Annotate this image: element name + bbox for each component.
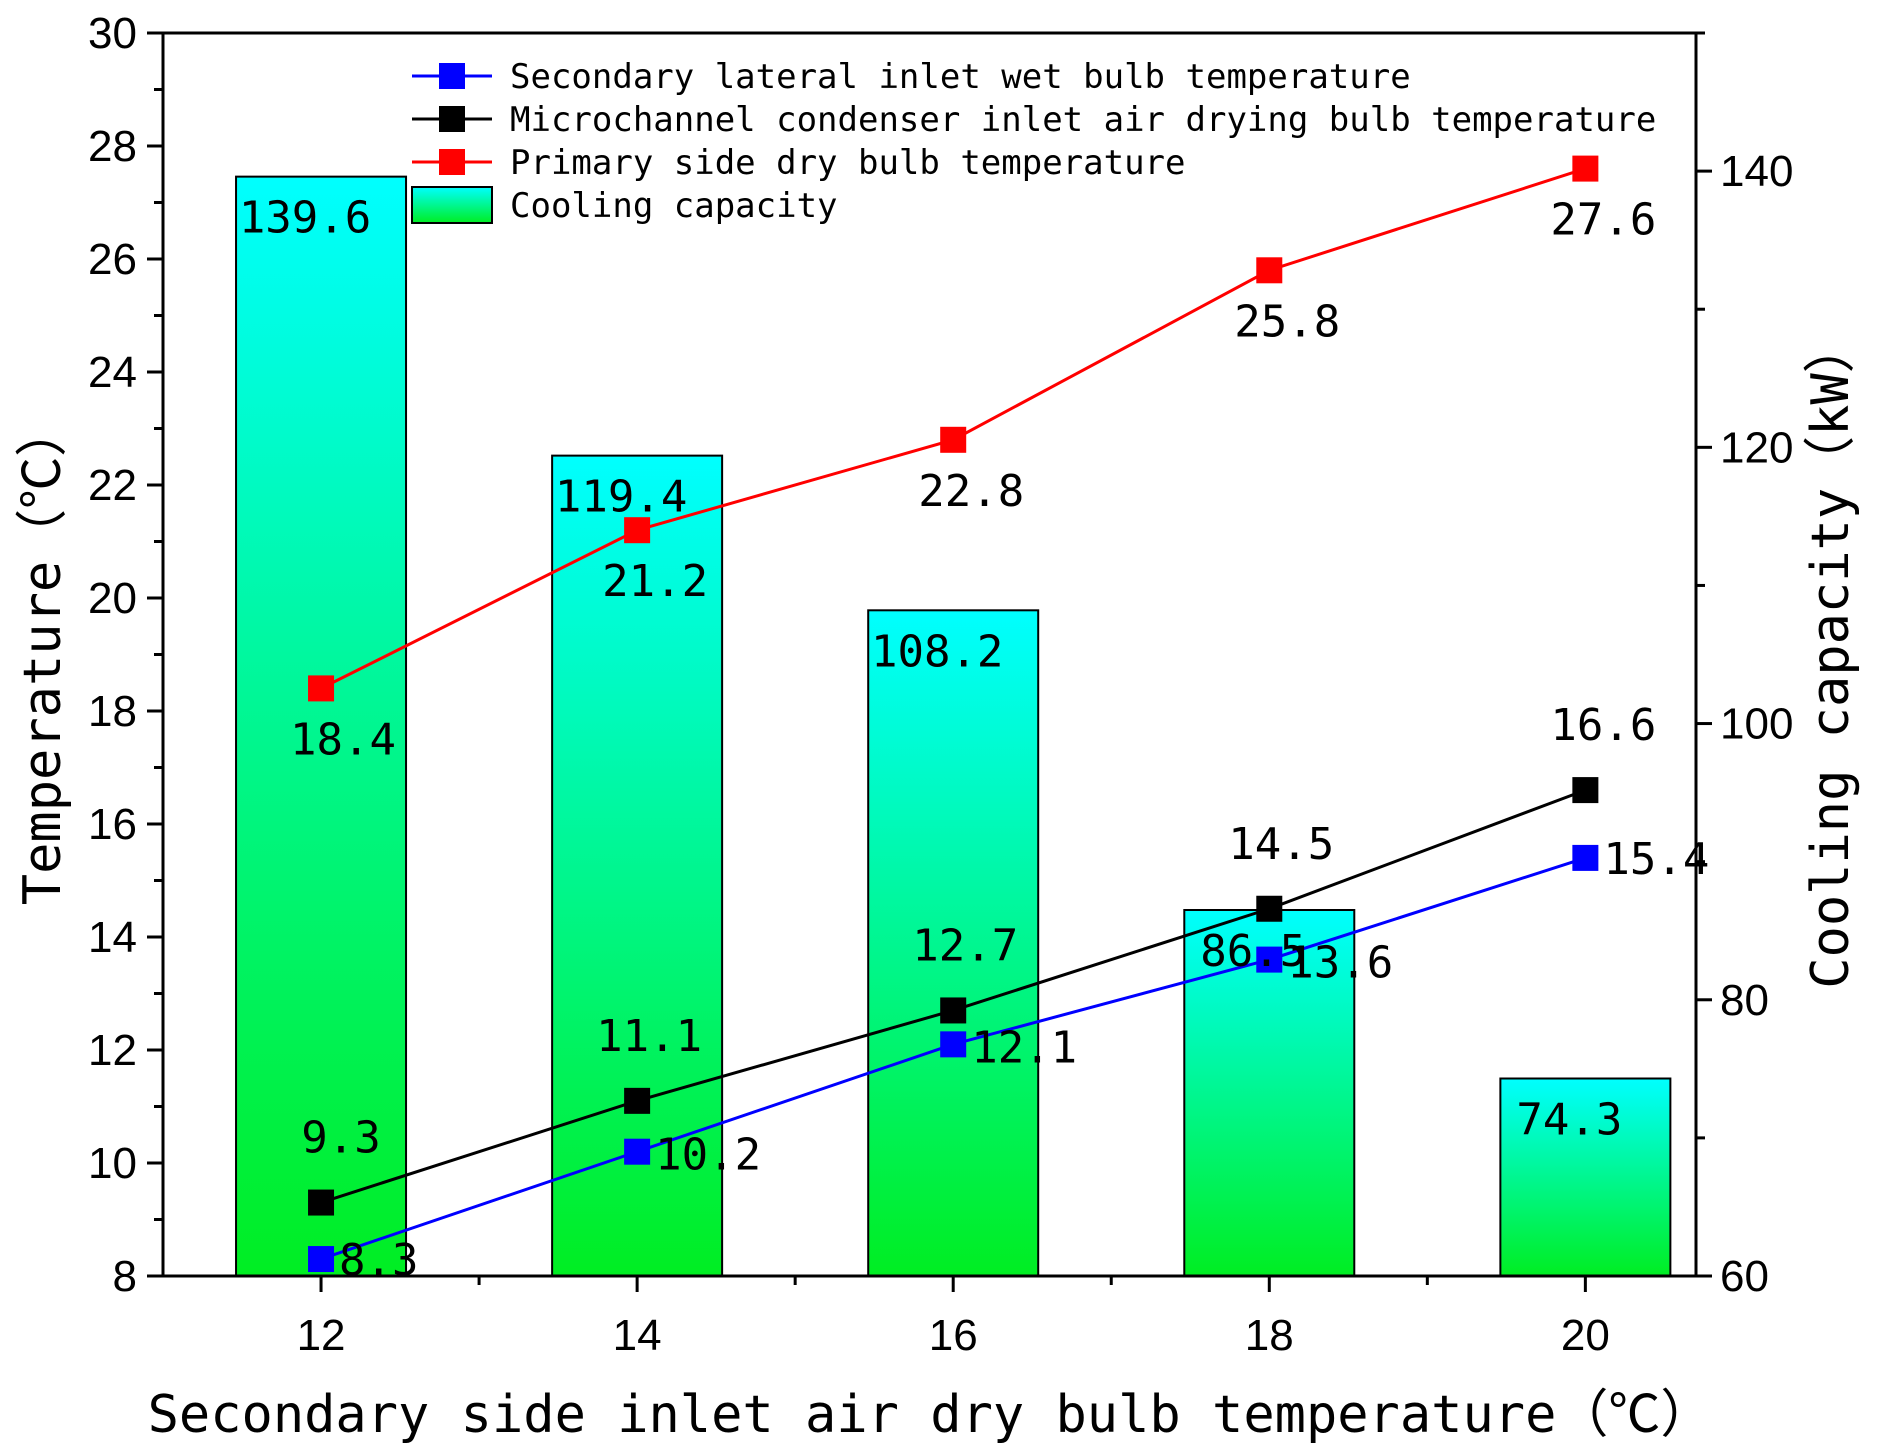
series-1-label-18: 14.5: [1228, 819, 1334, 870]
bar-16: [867, 609, 1040, 1277]
y-left-tick-label-30: 30: [88, 9, 137, 58]
series-1-point-12: [308, 1189, 335, 1216]
lines-layer: [308, 155, 1599, 1273]
series-0-label-20: 15.4: [1603, 834, 1709, 885]
legend-label-0: Secondary lateral inlet wet bulb tempera…: [510, 57, 1411, 97]
series-2-point-12: [308, 675, 335, 702]
legend-marker-2: [439, 149, 465, 175]
series-1-label-16: 12.7: [912, 920, 1018, 971]
y-left-tick-label-22: 22: [88, 461, 137, 510]
axes-layer: 8 10 12 14 16 18 20 22 24 26 28 30 60 80 100 120 140 12 14…: [88, 9, 1793, 1360]
series-2-point-20: [1572, 155, 1599, 182]
y-left-tick-label-12: 12: [88, 1026, 137, 1075]
y-left-tick-label-16: 16: [88, 800, 137, 849]
series-0-point-12: [308, 1246, 335, 1273]
y-right-tick-label-120: 120: [1720, 423, 1793, 472]
y-left-tick-label-20: 20: [88, 574, 137, 623]
y-left-tick-label-24: 24: [88, 348, 137, 397]
y-left-tick-label-18: 18: [88, 687, 137, 736]
series-0-label-18: 13.6: [1287, 938, 1393, 989]
series-1-label-14: 11.1: [596, 1011, 702, 1062]
series-0-label-16: 12.1: [971, 1022, 1077, 1073]
legend-marker-0: [439, 63, 465, 89]
legend-label-2: Primary side dry bulb temperature: [510, 143, 1186, 183]
y-left-tick-label-8: 8: [113, 1252, 137, 1301]
y-right-tick-label-80: 80: [1720, 976, 1769, 1025]
series-2-label-20: 27.6: [1550, 195, 1656, 246]
x-tick-label-16: 16: [929, 1311, 978, 1360]
series-0-point-18: [1256, 946, 1283, 973]
series-1-label-12: 9.3: [301, 1113, 380, 1164]
series-2-label-18: 25.8: [1234, 296, 1340, 347]
bars-layer: [235, 175, 1672, 1278]
series-2-point-14: [624, 517, 651, 544]
series-0-point-16: [940, 1031, 967, 1058]
y-right-tick-label-100: 100: [1720, 700, 1793, 749]
y-left-tick-label-26: 26: [88, 235, 137, 284]
series-1-point-18: [1256, 895, 1283, 922]
y-right-tick-label-140: 140: [1720, 147, 1793, 196]
legend-marker-1: [439, 106, 465, 132]
legend: Secondary lateral inlet wet bulb tempera…: [411, 57, 1656, 226]
x-tick-label-18: 18: [1245, 1311, 1294, 1360]
bar-20: [1499, 1077, 1672, 1277]
series-1-point-16: [940, 997, 967, 1024]
series-1-point-14: [624, 1087, 651, 1114]
legend-label-bars: Cooling capacity: [510, 186, 838, 226]
y-right-axis-title: Cooling capacity（kW）: [1801, 321, 1861, 989]
y-left-tick-label-10: 10: [88, 1139, 137, 1188]
x-tick-label-20: 20: [1561, 1311, 1610, 1360]
series-2-label-16: 22.8: [918, 466, 1024, 517]
y-left-tick-label-28: 28: [88, 122, 137, 171]
y-right-tick-label-60: 60: [1720, 1252, 1769, 1301]
bar-12: [235, 175, 408, 1278]
series-0-label-12: 8.3: [339, 1235, 418, 1286]
legend-label-1: Microchannel condenser inlet air drying …: [510, 100, 1656, 140]
bar-label-12: 139.6: [239, 193, 371, 244]
bar-label-18: 86.5: [1200, 926, 1306, 977]
bar-label-14: 119.4: [555, 472, 687, 523]
series-0-point-20: [1572, 844, 1599, 871]
y-left-tick-label-14: 14: [88, 913, 137, 962]
series-2-point-18: [1256, 257, 1283, 284]
series-2-label-14: 21.2: [602, 556, 708, 607]
labels-layer: 139.6 119.4 108.2 86.5 74.3 8.3 10.2 12.1 13.6 15…: [239, 193, 1710, 1286]
series-0-point-14: [624, 1138, 651, 1165]
x-axis-title: Secondary side inlet air dry bulb temper…: [148, 1385, 1713, 1445]
series-0-label-14: 10.2: [655, 1130, 761, 1181]
axis-titles: Secondary side inlet air dry bulb temper…: [13, 321, 1861, 1445]
bar-label-20: 74.3: [1516, 1095, 1622, 1146]
series-2-point-16: [940, 426, 967, 453]
bar-label-16: 108.2: [871, 626, 1003, 677]
series-1-point-20: [1572, 777, 1599, 804]
series-2-label-12: 18.4: [290, 714, 396, 765]
x-tick-label-12: 12: [297, 1311, 346, 1360]
series-1-label-20: 16.6: [1550, 700, 1656, 751]
y-left-axis-title: Temperature（℃）: [13, 405, 73, 905]
legend-swatch-bars: [411, 186, 493, 224]
x-tick-label-14: 14: [613, 1311, 662, 1360]
